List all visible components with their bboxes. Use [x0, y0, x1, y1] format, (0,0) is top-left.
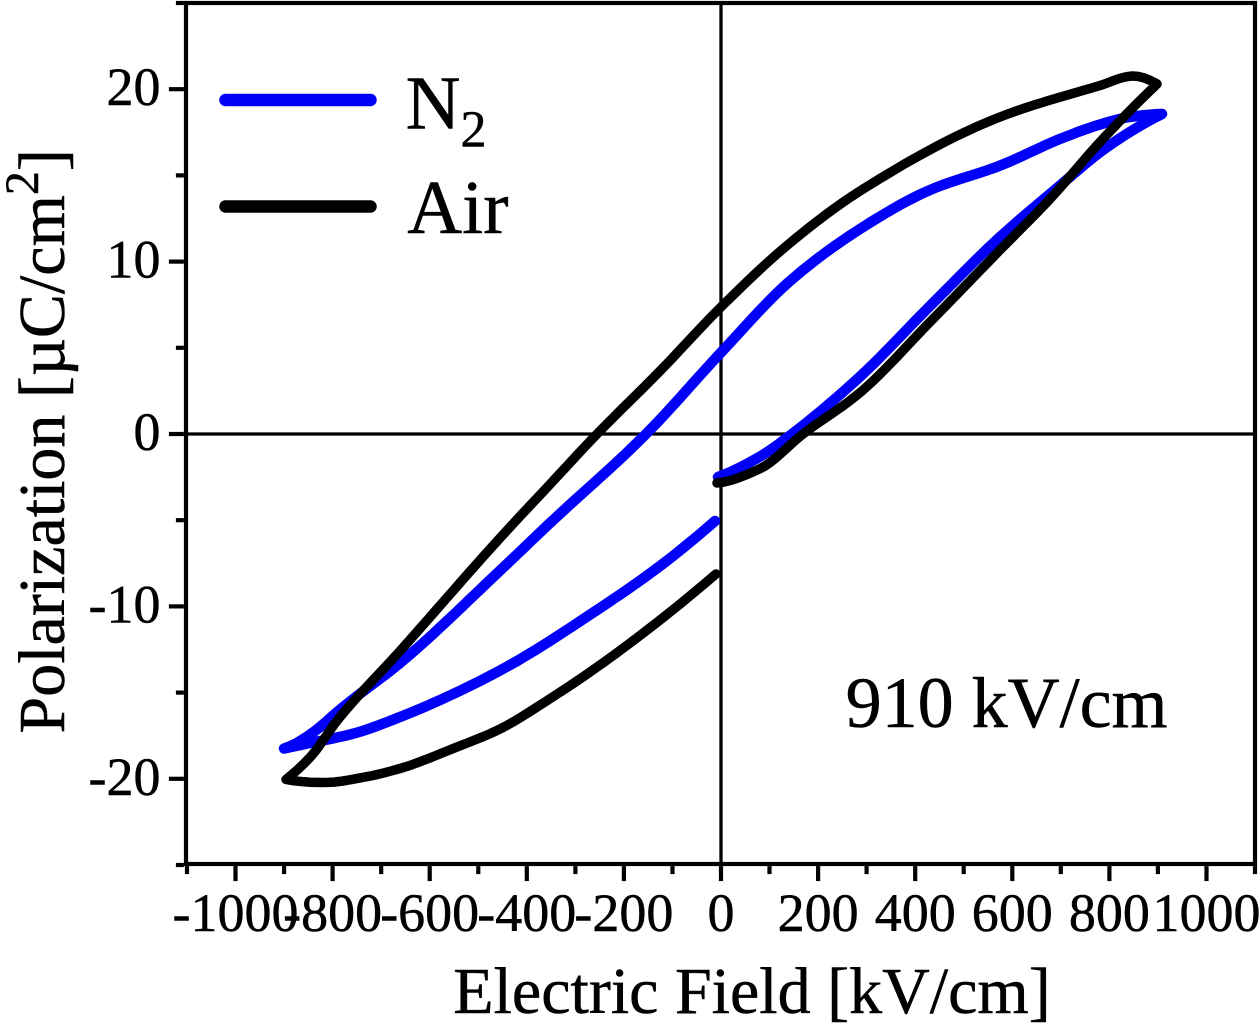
- svg-text:1000: 1000: [1153, 883, 1260, 943]
- svg-text:20: 20: [107, 57, 161, 117]
- svg-text:-1000: -1000: [173, 883, 299, 943]
- svg-text:-600: -600: [380, 883, 479, 943]
- svg-text:600: 600: [972, 883, 1053, 943]
- svg-text:200: 200: [778, 883, 859, 943]
- svg-text:400: 400: [875, 883, 956, 943]
- svg-text:-20: -20: [89, 747, 161, 807]
- svg-text:-800: -800: [283, 883, 382, 943]
- svg-text:Polarization [µC/cm2]: Polarization [µC/cm2]: [0, 149, 79, 733]
- svg-text:10: 10: [107, 230, 161, 290]
- svg-text:0: 0: [134, 402, 161, 462]
- svg-text:910 kV/cm: 910 kV/cm: [846, 663, 1168, 743]
- svg-text:-200: -200: [574, 883, 673, 943]
- svg-text:800: 800: [1069, 883, 1150, 943]
- svg-text:-10: -10: [89, 574, 161, 634]
- svg-text:-400: -400: [477, 883, 576, 943]
- svg-text:Air: Air: [407, 166, 508, 250]
- svg-text:Electric Field [kV/cm]: Electric Field [kV/cm]: [453, 955, 1050, 1028]
- svg-text:0: 0: [708, 883, 735, 943]
